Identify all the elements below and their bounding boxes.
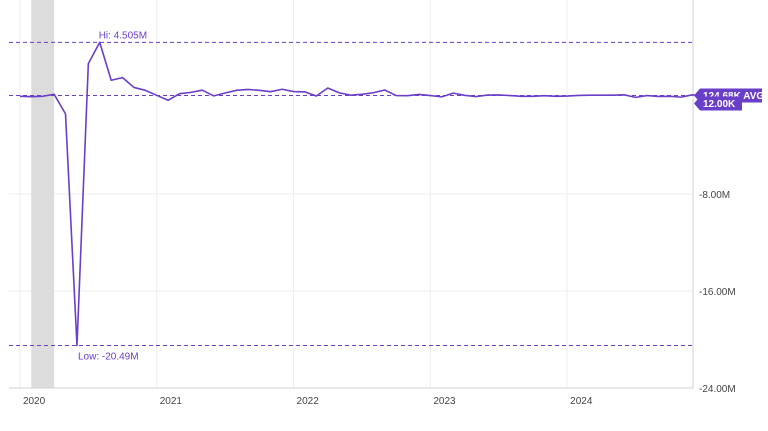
hi-annotation-label: Hi: 4.505M xyxy=(99,30,147,41)
data-point xyxy=(42,95,44,97)
axes: 2020 2021 2022 2023 2024 -8.00M -16.00M -24.00M xyxy=(9,0,736,407)
recession-band xyxy=(31,0,55,388)
data-point xyxy=(190,91,192,93)
data-point xyxy=(463,94,465,96)
data-point xyxy=(235,89,237,91)
data-point xyxy=(258,89,260,91)
x-tick-label: 2024 xyxy=(570,396,593,407)
data-point xyxy=(429,94,431,96)
x-tick-label: 2020 xyxy=(23,396,46,407)
data-point xyxy=(349,94,351,96)
data-point xyxy=(87,62,89,64)
data-point xyxy=(213,95,215,97)
x-tick-label: 2023 xyxy=(433,396,456,407)
data-point xyxy=(304,91,306,93)
data-point xyxy=(76,344,78,346)
data-point xyxy=(224,92,226,94)
data-point xyxy=(98,41,100,43)
data-point xyxy=(281,88,283,90)
data-point xyxy=(440,96,442,98)
data-point xyxy=(577,94,579,96)
data-point xyxy=(395,94,397,96)
y-tick-label: -8.00M xyxy=(699,190,730,201)
data-point xyxy=(110,79,112,81)
data-point xyxy=(133,86,135,88)
data-point xyxy=(64,113,66,115)
last-value-badge-shape xyxy=(694,96,742,111)
data-point xyxy=(691,94,693,96)
data-point xyxy=(543,94,545,96)
data-point xyxy=(384,89,386,91)
data-point xyxy=(498,94,500,96)
last-value-badge-label: 12.00K xyxy=(703,99,736,110)
data-point xyxy=(53,93,55,95)
series-line xyxy=(19,41,705,347)
data-point xyxy=(315,95,317,97)
grid xyxy=(9,0,693,389)
x-tick-label: 2021 xyxy=(160,396,183,407)
data-point xyxy=(509,94,511,96)
data-point xyxy=(30,95,32,97)
y-tick-label: -16.00M xyxy=(699,287,736,298)
data-point xyxy=(167,99,169,101)
data-point xyxy=(156,94,158,96)
data-point xyxy=(327,87,329,89)
low-annotation-label: Low: -20.49M xyxy=(78,351,139,362)
y-tick-label: -24.00M xyxy=(699,384,736,395)
data-point xyxy=(623,94,625,96)
data-point xyxy=(611,94,613,96)
data-point xyxy=(657,95,659,97)
data-point xyxy=(646,94,648,96)
data-point xyxy=(144,89,146,91)
data-point xyxy=(566,95,568,97)
data-point xyxy=(520,95,522,97)
data-point xyxy=(555,95,557,97)
data-point xyxy=(532,95,534,97)
data-point xyxy=(292,90,294,92)
data-point xyxy=(269,90,271,92)
data-point xyxy=(452,92,454,94)
data-point xyxy=(486,94,488,96)
data-point xyxy=(634,96,636,98)
last-value-badge: 12.00K xyxy=(694,96,742,111)
data-point xyxy=(178,93,180,95)
avg-badge-label: 124.68K AVG xyxy=(703,91,764,102)
data-point xyxy=(121,76,123,78)
data-point xyxy=(418,93,420,95)
data-point xyxy=(361,93,363,95)
data-point xyxy=(669,95,671,97)
data-point xyxy=(406,94,408,96)
data-point xyxy=(372,92,374,94)
data-point xyxy=(600,94,602,96)
data-point xyxy=(247,88,249,90)
data-point xyxy=(338,92,340,94)
data-point xyxy=(589,94,591,96)
data-point xyxy=(475,95,477,97)
data-point xyxy=(680,96,682,98)
x-tick-label: 2022 xyxy=(297,396,320,407)
data-point xyxy=(19,95,21,97)
data-point xyxy=(201,89,203,91)
